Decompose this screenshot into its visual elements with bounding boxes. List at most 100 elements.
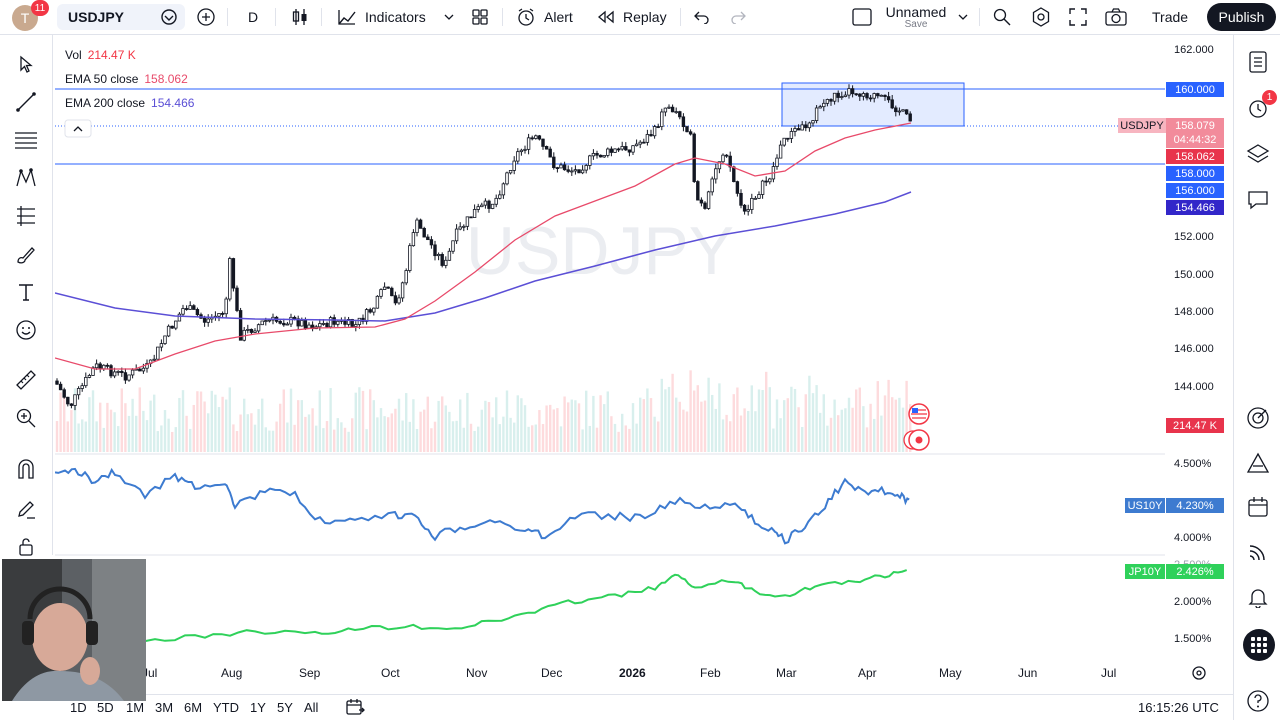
range-3m[interactable]: 3M xyxy=(155,700,174,715)
candle-body xyxy=(764,180,768,183)
volume-bar xyxy=(581,429,584,452)
calendar-icon[interactable] xyxy=(1244,493,1272,521)
alert-button[interactable]: Alert xyxy=(516,0,573,34)
notifications-bell-icon[interactable] xyxy=(1244,583,1272,611)
japan-flag-event-icon[interactable] xyxy=(903,429,930,451)
indicators-button[interactable]: Indicators xyxy=(337,0,426,34)
quick-search-icon[interactable] xyxy=(992,0,1012,34)
candle-body xyxy=(109,365,113,377)
chevron-down-icon[interactable] xyxy=(443,0,455,34)
chat-icon[interactable] xyxy=(1244,186,1272,214)
candle-body xyxy=(411,232,416,247)
volume-bar xyxy=(340,422,343,452)
candle-body xyxy=(393,295,398,304)
publish-button[interactable]: Publish xyxy=(1207,3,1276,31)
cursor-icon[interactable] xyxy=(12,50,40,78)
candle-body xyxy=(253,330,257,333)
candle-body xyxy=(436,254,441,257)
ideas-triangle-icon[interactable] xyxy=(1244,449,1272,477)
replay-button[interactable]: Replay xyxy=(597,0,667,34)
candle-body xyxy=(112,371,117,377)
edit-pencil-icon[interactable] xyxy=(12,495,40,523)
undo-icon[interactable] xyxy=(693,0,709,34)
forecast-tool-icon[interactable] xyxy=(12,202,40,230)
target-icon[interactable] xyxy=(1244,404,1272,432)
volume-bar xyxy=(822,394,825,452)
volume-bar xyxy=(829,417,833,452)
chevron-down-icon[interactable] xyxy=(957,0,969,34)
streams-icon[interactable] xyxy=(1244,538,1272,566)
ema200-price-label: 154.466 xyxy=(1166,200,1224,215)
emoji-icon[interactable] xyxy=(12,316,40,344)
range-ytd[interactable]: YTD xyxy=(213,700,239,715)
help-icon[interactable] xyxy=(1244,687,1272,715)
pattern-tool-icon[interactable] xyxy=(12,164,40,192)
lock-icon[interactable] xyxy=(12,532,40,560)
candle-body xyxy=(292,316,297,320)
volume-legend[interactable]: Vol 214.47 K xyxy=(65,48,136,62)
us-flag-event-icon[interactable] xyxy=(908,403,930,425)
range-6m[interactable]: 6M xyxy=(184,700,203,715)
candles-icon[interactable] xyxy=(291,0,309,34)
candle-body xyxy=(652,126,657,137)
range-1m[interactable]: 1M xyxy=(126,700,145,715)
horizontal-lines-icon[interactable] xyxy=(12,126,40,154)
text-tool-icon[interactable] xyxy=(12,278,40,306)
fullscreen-icon[interactable] xyxy=(1069,0,1087,34)
ema200-legend[interactable]: EMA 200 close 154.466 xyxy=(65,96,194,110)
trade-button[interactable]: Trade xyxy=(1152,0,1188,34)
range-5y[interactable]: 5Y xyxy=(277,700,293,715)
layout-checkbox-icon[interactable] xyxy=(852,0,872,34)
candle-body xyxy=(94,363,99,369)
volume-bar xyxy=(552,409,555,452)
ruler-icon[interactable] xyxy=(12,366,40,394)
collapse-legend-button[interactable] xyxy=(64,119,92,138)
candle-body xyxy=(688,131,693,135)
range-5d[interactable]: 5D xyxy=(97,700,114,715)
volume-bar xyxy=(261,398,264,452)
rectangle-drawing[interactable] xyxy=(781,82,965,127)
candle-body xyxy=(69,403,74,406)
candle-body xyxy=(483,200,488,206)
go-to-date-icon[interactable] xyxy=(345,698,365,721)
ema200-legend-label: EMA 200 close xyxy=(65,96,146,110)
volume-bar xyxy=(667,386,671,452)
volume-bar xyxy=(235,431,239,452)
divider xyxy=(227,8,228,26)
templates-icon[interactable] xyxy=(471,0,489,34)
trend-line-icon[interactable] xyxy=(12,88,40,116)
alerts-clock-icon[interactable] xyxy=(1244,94,1272,122)
magnet-icon[interactable] xyxy=(12,455,40,483)
volume-bar xyxy=(880,415,883,452)
camera-icon[interactable] xyxy=(1105,0,1127,34)
volume-bar xyxy=(606,391,609,452)
volume-bar xyxy=(613,423,617,452)
candle-body xyxy=(228,258,232,300)
settings-gear-icon[interactable] xyxy=(1031,0,1051,34)
zoom-in-icon[interactable] xyxy=(12,404,40,432)
watchlist-icon[interactable] xyxy=(1244,48,1272,76)
symbol-search[interactable] xyxy=(57,4,185,30)
ema50-legend[interactable]: EMA 50 close 158.062 xyxy=(65,72,188,86)
range-1y[interactable]: 1Y xyxy=(250,700,266,715)
redo-icon[interactable] xyxy=(731,0,747,34)
add-symbol-icon[interactable] xyxy=(196,0,216,34)
range-1d[interactable]: 1D xyxy=(70,700,87,715)
compare-icon[interactable] xyxy=(160,0,178,34)
brush-icon[interactable] xyxy=(12,240,40,268)
symbol-name[interactable]: USDJPY xyxy=(68,9,125,25)
timezone-settings-icon[interactable] xyxy=(1191,665,1207,686)
candle-body xyxy=(703,202,707,209)
products-grid-icon[interactable] xyxy=(1243,629,1275,661)
interval-button[interactable]: D xyxy=(248,0,258,34)
volume-bar xyxy=(898,397,901,452)
volume-bar xyxy=(408,421,411,452)
time-tick: Mar xyxy=(776,666,797,680)
layers-icon[interactable] xyxy=(1244,140,1272,168)
volume-bar xyxy=(376,417,379,452)
range-all[interactable]: All xyxy=(304,700,319,715)
volume-bar xyxy=(113,412,116,452)
chart-canvas[interactable]: USDJPY xyxy=(55,36,1165,666)
layout-name-button[interactable]: Unnamed Save xyxy=(884,4,948,30)
clock[interactable]: 16:15:26 UTC xyxy=(1138,700,1219,715)
